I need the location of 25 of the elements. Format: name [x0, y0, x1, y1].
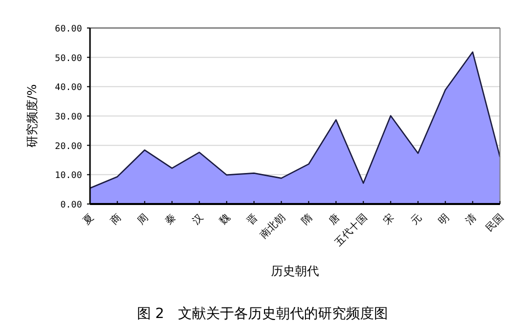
y-tick-label: 20.00: [54, 142, 82, 152]
x-tick-label: 唐: [326, 212, 342, 228]
y-tick-label: 50.00: [54, 54, 82, 64]
y-tick-label: 30.00: [54, 112, 82, 122]
caption: 图 2 文献关于各历史朝代的研究频度图: [136, 306, 388, 322]
x-tick-label: 汉: [190, 212, 206, 228]
x-tick-label: 民国: [484, 212, 506, 234]
y-tick-label: 10.00: [54, 171, 82, 182]
x-tick-label: 夏: [81, 212, 96, 228]
x-tick-label: 商: [108, 212, 124, 228]
x-tick-label: 南北朝: [258, 212, 288, 242]
y-tick-label: 0.00: [60, 200, 82, 210]
y-tick-label: 60.00: [54, 24, 82, 34]
x-tick-label: 元: [409, 212, 424, 228]
x-tick-label: 魏: [217, 212, 233, 228]
x-tick-label: 明: [436, 212, 452, 228]
x-tick-label: 周: [136, 212, 151, 228]
x-tick-label: 宋: [381, 212, 397, 228]
x-tick-label: 晋: [245, 212, 260, 228]
x-axis-title: 历史朝代: [271, 264, 319, 278]
x-tick-label: 隋: [299, 212, 315, 228]
x-tick-label: 秦: [163, 212, 178, 228]
y-tick-label: 40.00: [54, 83, 82, 94]
x-tick-label: 清: [463, 212, 479, 228]
y-axis-title: 研究频度/%: [25, 84, 39, 148]
